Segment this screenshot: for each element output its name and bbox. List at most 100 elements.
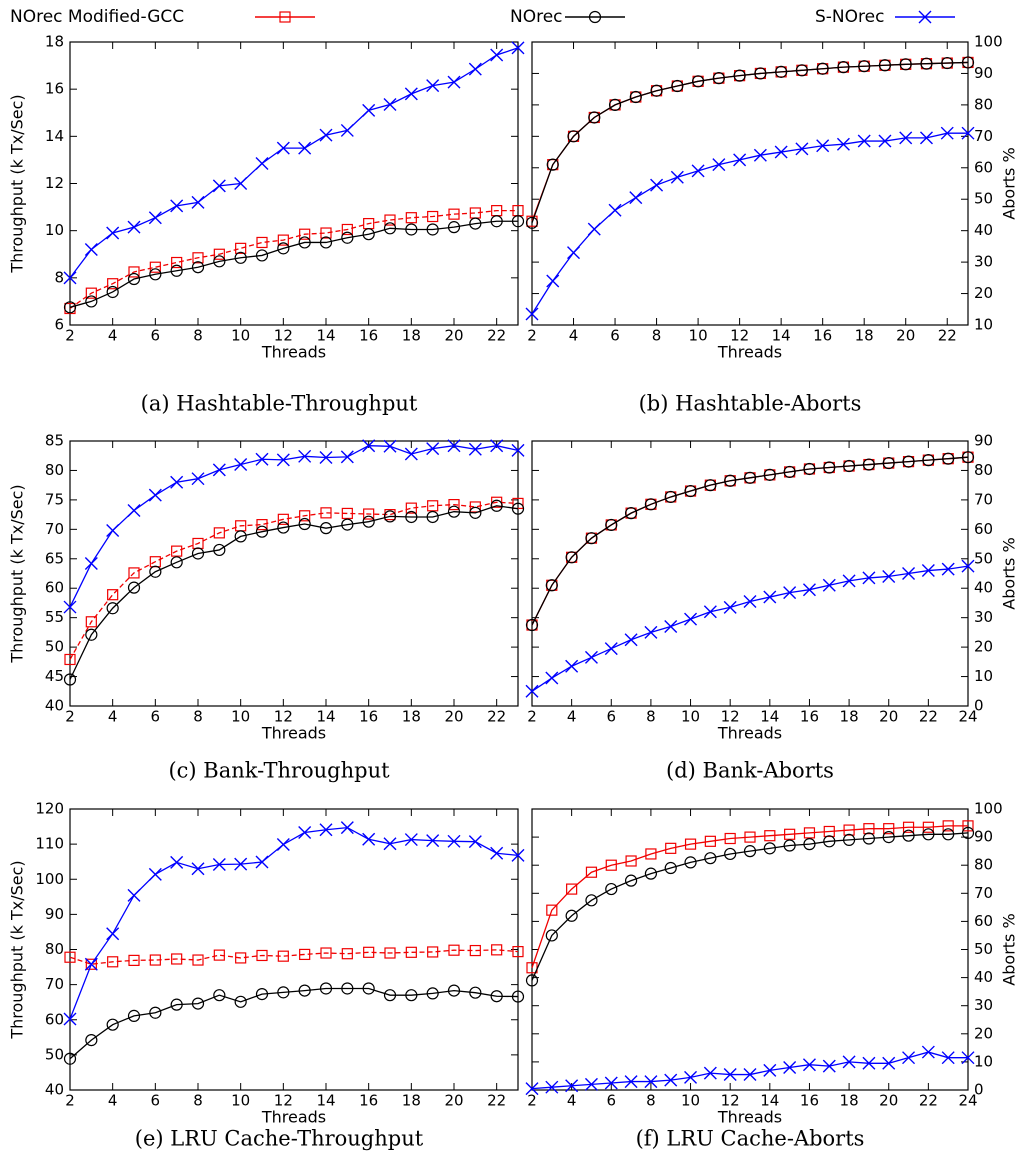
cross-marker: [511, 443, 525, 457]
circle-marker: [842, 833, 856, 847]
x-tick-label: 12: [730, 327, 749, 345]
square-marker: [320, 947, 332, 959]
cross-marker: [816, 139, 830, 153]
circle-marker: [149, 565, 162, 578]
x-tick-label: 14: [760, 1092, 779, 1110]
cross-marker: [587, 222, 601, 236]
x-axis-label: Threads: [261, 724, 326, 743]
square-marker: [427, 500, 439, 512]
square-marker: [546, 904, 558, 916]
cross-marker: [802, 583, 816, 597]
circle-marker: [234, 995, 247, 1008]
circle-marker: [362, 515, 375, 528]
series-line: [531, 61, 969, 224]
cross-marker: [383, 837, 397, 851]
square-marker: [64, 653, 76, 666]
cross-marker: [882, 569, 896, 583]
square-marker: [512, 946, 524, 958]
square-marker: [405, 946, 417, 958]
circle-marker: [899, 58, 912, 71]
cross-marker: [511, 848, 525, 862]
caption: (d) Bank-Aborts: [666, 759, 834, 783]
cross-marker: [604, 642, 618, 656]
x-tick-label: 20: [879, 1092, 898, 1110]
y-tick-label: 80: [45, 461, 64, 479]
y-axis-label: Aborts %: [1000, 913, 1019, 985]
circle-marker: [426, 987, 439, 1000]
square-marker: [299, 510, 311, 522]
x-tick-label: 24: [958, 1092, 977, 1110]
cross-marker: [362, 439, 376, 453]
x-tick-label: 6: [610, 327, 620, 345]
circle-marker: [565, 909, 578, 922]
cross-marker: [63, 600, 77, 614]
x-tick-label: 10: [231, 708, 250, 726]
cross-marker: [712, 158, 726, 172]
circle-marker: [341, 982, 354, 995]
y-tick-label: 80: [45, 940, 64, 958]
circle-marker: [588, 111, 601, 124]
circle-marker: [858, 60, 871, 73]
circle-marker: [842, 459, 856, 473]
circle-marker: [862, 832, 876, 845]
circle-marker: [691, 75, 705, 88]
x-tick-label: 2: [527, 708, 537, 726]
x-tick-label: 6: [606, 708, 616, 726]
y-tick-label: 70: [974, 127, 993, 145]
plot-frame: [531, 41, 969, 326]
circle-marker: [277, 521, 290, 534]
y-tick-label: 30: [974, 608, 993, 626]
x-tick-label: 10: [681, 1092, 700, 1110]
square-marker: [384, 214, 396, 226]
series-line: [531, 132, 968, 315]
circle-marker: [837, 61, 850, 74]
circle-marker: [605, 882, 618, 896]
y-tick-label: 65: [45, 549, 64, 567]
legend-label: NOrec: [510, 7, 563, 27]
circle-marker: [63, 1052, 77, 1065]
square-marker: [171, 256, 183, 269]
square-marker: [405, 212, 417, 224]
circle-marker: [277, 242, 290, 255]
x-tick-label: 16: [800, 1092, 819, 1110]
y-tick-label: 50: [45, 1045, 64, 1063]
x-tick-label: 24: [958, 708, 977, 726]
cross-marker: [644, 1075, 658, 1089]
y-axis-label: Throughput (k Tx/Sec): [8, 860, 27, 1039]
y-tick-label: 20: [974, 638, 993, 656]
cross-marker: [255, 156, 269, 170]
circle-marker: [106, 285, 119, 299]
cross-marker: [624, 633, 638, 647]
square-marker: [85, 958, 97, 970]
circle-marker: [724, 847, 737, 861]
circle-marker: [525, 618, 539, 632]
y-tick-label: 100: [35, 870, 64, 888]
cross-marker: [743, 594, 757, 608]
y-axis-label: Throughput (k Tx/Sec): [8, 484, 27, 663]
cross-marker: [191, 195, 205, 209]
circle-marker: [490, 990, 503, 1003]
x-tick-label: 8: [193, 327, 203, 345]
circle-marker: [941, 56, 954, 70]
circle-marker: [878, 59, 892, 72]
y-tick-label: 16: [45, 80, 64, 98]
circle-marker: [816, 62, 829, 75]
square-marker: [363, 946, 375, 958]
cross-marker: [902, 567, 916, 580]
cross-marker: [783, 1061, 797, 1075]
y-tick-label: 90: [974, 828, 993, 846]
circle-marker: [426, 223, 439, 236]
square-marker: [341, 948, 353, 960]
y-tick-label: 20: [974, 284, 993, 302]
circle-marker: [902, 829, 915, 842]
circle-marker: [511, 215, 525, 228]
cross-marker: [565, 1079, 579, 1093]
circle-marker: [149, 268, 162, 281]
square-marker: [883, 823, 895, 835]
cross-marker: [255, 855, 269, 869]
circle-marker: [525, 974, 539, 987]
circle-marker: [319, 522, 333, 535]
circle-marker: [127, 581, 141, 594]
x-tick-label: 16: [359, 327, 378, 345]
circle-marker: [426, 510, 439, 524]
